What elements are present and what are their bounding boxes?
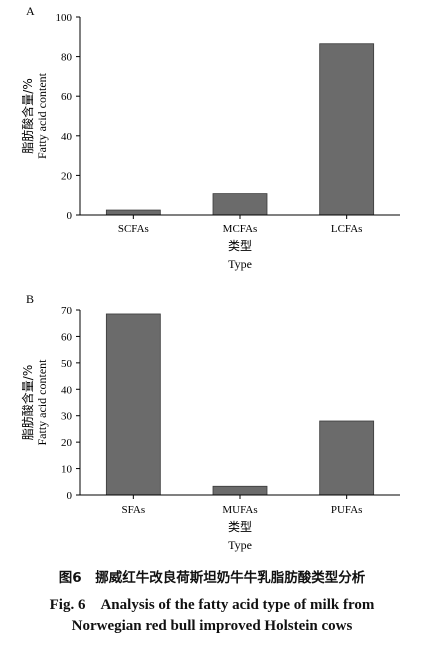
y-tick-label: 50 xyxy=(61,358,73,370)
y-tick-label: 10 xyxy=(61,464,73,476)
x-axis-label-cn: 类型 xyxy=(228,520,252,534)
bar xyxy=(319,420,375,496)
y-tick-label: 60 xyxy=(61,91,73,103)
y-tick-label: 100 xyxy=(56,12,73,24)
panel-letter: B xyxy=(26,292,34,306)
y-axis-label-cn: 脂肪酸含量/% xyxy=(20,78,35,153)
bar xyxy=(319,43,375,216)
y-tick-label: 60 xyxy=(61,331,73,343)
chart-panel-a: A SCFAs MCFAs LCFAs 0 20 40 60 80 100 脂肪酸含量/% Fatty… xyxy=(20,4,400,271)
bar xyxy=(105,209,161,216)
y-axis-label-cn: 脂肪酸含量/% xyxy=(20,365,35,440)
panel-letter: A xyxy=(26,4,35,18)
x-tick-label: PUFAs xyxy=(331,504,363,516)
y-tick-label: 80 xyxy=(61,52,73,64)
figure-caption-cn: 图6 挪威红牛改良荷斯坦奶牛牛乳脂肪酸类型分析 xyxy=(58,570,366,586)
y-tick-label: 40 xyxy=(61,384,73,396)
x-tick-label: MUFAs xyxy=(222,504,257,516)
x-tick-label: LCFAs xyxy=(331,223,363,235)
bar xyxy=(212,193,268,216)
chart-panel-b: B SFAs MUFAs PUFAs 0 10 20 30 40 50 60 70 脂肪酸含量/% Fat… xyxy=(20,292,400,552)
y-axis-label-en: Fatty acid content xyxy=(35,72,49,159)
x-axis-label-en: Type xyxy=(228,538,252,552)
y-tick-label: 30 xyxy=(61,411,73,423)
y-tick-label: 20 xyxy=(61,437,73,449)
y-tick-label: 0 xyxy=(67,210,73,222)
x-axis-label-cn: 类型 xyxy=(228,239,252,253)
bar xyxy=(105,313,161,496)
y-tick-label: 20 xyxy=(61,170,73,182)
figure-caption-en-line2: Norwegian red bull improved Holstein cow… xyxy=(71,618,353,634)
x-tick-label: SCFAs xyxy=(118,223,149,235)
x-axis-label-en: Type xyxy=(228,257,252,271)
y-tick-label: 0 xyxy=(67,490,73,502)
y-axis-label-en: Fatty acid content xyxy=(35,359,49,446)
y-tick-label: 40 xyxy=(61,131,73,143)
figure-caption-en-line1: Fig. 6 Analysis of the fatty acid type o… xyxy=(49,597,375,613)
bar xyxy=(212,485,268,496)
y-tick-label: 70 xyxy=(61,305,73,317)
x-tick-label: MCFAs xyxy=(223,223,258,235)
x-tick-label: SFAs xyxy=(122,504,146,516)
